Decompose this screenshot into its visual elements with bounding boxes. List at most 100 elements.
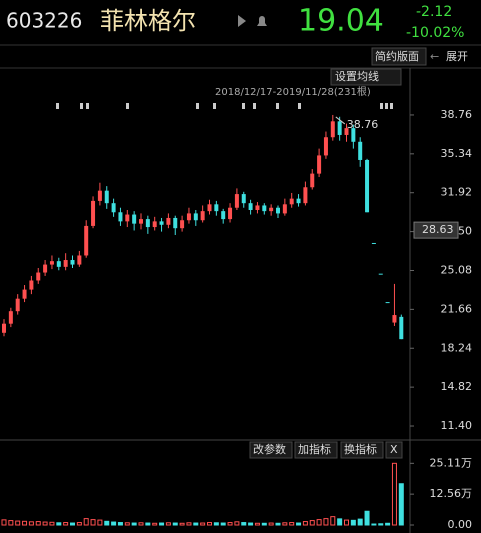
volume-bar <box>49 521 55 526</box>
candle-body <box>63 260 68 267</box>
y-tick-label: 35.34 <box>441 147 473 160</box>
volume-bar <box>371 523 377 526</box>
volume-bar <box>254 522 260 526</box>
volume-bar <box>159 522 165 526</box>
volume-bar <box>56 522 62 526</box>
simple-layout-button[interactable] <box>371 47 427 66</box>
volume-bar <box>234 521 240 526</box>
candle-body <box>97 190 102 201</box>
max-label: 38.76 <box>347 118 379 131</box>
candle-body <box>303 187 308 204</box>
volume-bar <box>302 521 308 526</box>
candle-body <box>296 198 301 204</box>
candle-body <box>2 323 6 333</box>
candle-body <box>145 219 150 228</box>
candle-body <box>186 213 191 221</box>
volume-bar <box>90 519 96 526</box>
y-tick-label: 21.66 <box>441 302 473 315</box>
volume-bar <box>337 518 343 526</box>
candle-body <box>139 219 143 224</box>
volume-bar <box>275 522 281 526</box>
play-icon[interactable] <box>238 15 246 27</box>
volume-bar <box>398 483 404 526</box>
alert-icon[interactable] <box>257 16 267 26</box>
candle-body <box>200 211 205 221</box>
simple-layout-label: 简约版面 <box>375 49 419 63</box>
candle-body <box>159 221 164 225</box>
expand-label[interactable]: 展开 <box>446 50 468 63</box>
volume-bar <box>378 523 384 526</box>
volume-bar <box>241 522 247 526</box>
candle-body <box>317 155 322 174</box>
candle-body <box>351 128 356 142</box>
volume-bar <box>350 519 356 526</box>
edit-params-button[interactable] <box>249 441 293 459</box>
candle-body <box>91 200 96 226</box>
volume-bar <box>248 522 254 526</box>
volume-bar <box>200 522 206 526</box>
candle-body <box>282 204 287 214</box>
last-price: 19.04 <box>298 4 384 39</box>
y-tick-label: 38.76 <box>441 108 473 121</box>
volume-bar <box>63 522 69 526</box>
volume-bar <box>357 518 363 526</box>
volume-bar <box>138 522 144 526</box>
candle-body <box>337 121 342 135</box>
volume-bar <box>316 519 322 526</box>
volume-tick-label: 12.56万 <box>430 487 473 500</box>
candle-body <box>276 207 280 214</box>
close-button[interactable] <box>385 441 403 459</box>
volume-bar <box>1 519 7 526</box>
candle-body <box>248 203 253 211</box>
candle-body <box>365 159 370 213</box>
candle-body <box>173 217 178 229</box>
candle-body <box>43 264 48 273</box>
volume-bar <box>179 522 185 526</box>
volume-bar <box>104 520 110 526</box>
add-indicator-label: 加指标 <box>298 442 331 456</box>
volume-bar <box>83 518 89 526</box>
back-arrow[interactable]: ← <box>430 50 439 63</box>
y-tick-label: 31.92 <box>441 186 473 199</box>
candle-body <box>323 137 328 156</box>
candle-body <box>111 203 116 213</box>
volume-bar <box>289 522 295 526</box>
candle-body <box>152 221 157 228</box>
candle-body <box>193 213 198 221</box>
candle-body <box>221 211 226 220</box>
candle-body <box>180 220 185 229</box>
candle-body <box>56 261 61 267</box>
volume-tick-label: 0.00 <box>448 518 473 531</box>
candle-body <box>36 272 41 281</box>
volume-bar <box>213 522 219 526</box>
price-change: -2.12 <box>416 4 452 20</box>
volume-bar <box>152 522 158 526</box>
volume-bar <box>323 518 329 526</box>
volume-bar <box>35 521 41 526</box>
candle-body <box>234 194 239 208</box>
candle-body <box>378 273 383 275</box>
candle-body <box>255 205 260 211</box>
switch-indicator-button[interactable] <box>340 441 384 459</box>
candle-body <box>289 198 294 205</box>
candle-body <box>344 128 349 135</box>
stock-name: 菲林格尔 <box>100 7 196 35</box>
candle-body <box>84 225 89 256</box>
event-markers <box>56 103 393 109</box>
candle-body <box>207 204 212 212</box>
volume-tick-label: 25.11万 <box>430 456 473 469</box>
volume-bar <box>268 522 274 526</box>
add-indicator-button[interactable] <box>294 441 338 459</box>
volume-bar <box>97 519 103 526</box>
candle-body <box>241 194 246 204</box>
volume-bar <box>207 522 212 526</box>
y-tick-label: 11.40 <box>441 419 473 432</box>
close-label: X <box>390 443 398 456</box>
switch-indicator-label: 换指标 <box>344 442 377 456</box>
candle-body <box>166 217 171 225</box>
price-change-pct: -10.02% <box>406 25 464 41</box>
volume-bar <box>42 521 48 526</box>
set-ma-button[interactable] <box>330 68 402 86</box>
volume-bar <box>296 522 302 526</box>
